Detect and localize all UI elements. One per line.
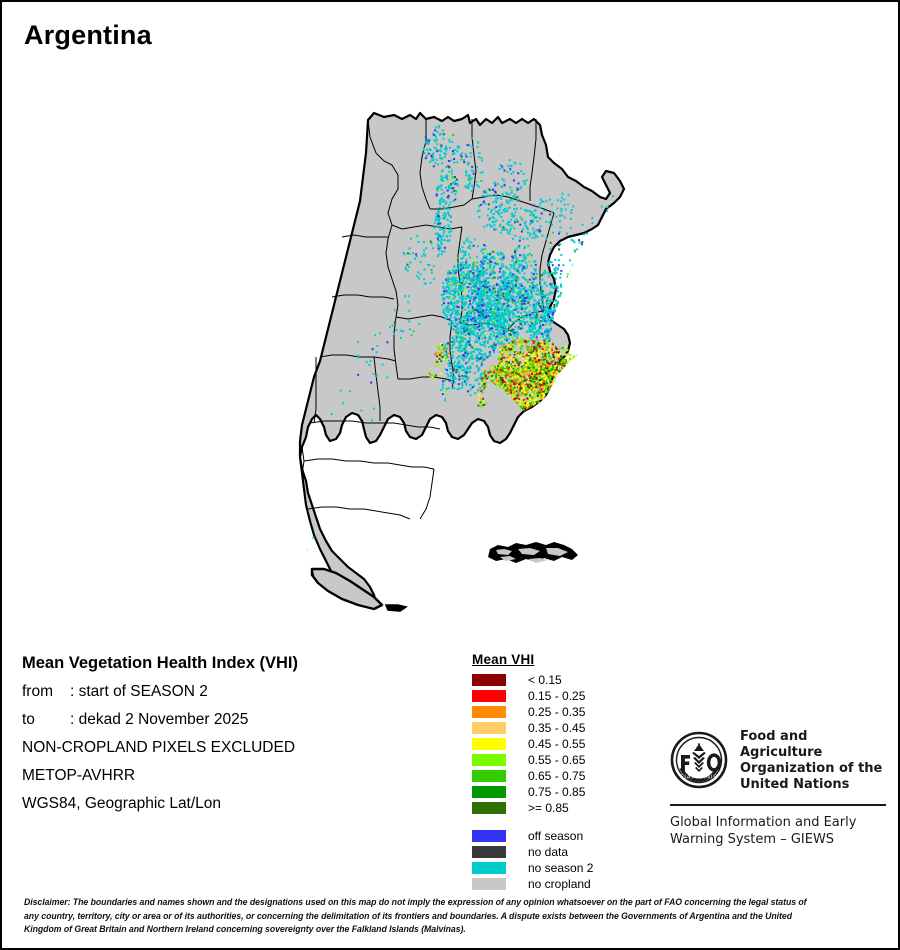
disclaimer-text: Disclaimer: The boundaries and names sho… bbox=[24, 896, 807, 935]
legend-special-label: no data bbox=[528, 845, 569, 859]
legend-class-label: 0.55 - 0.65 bbox=[528, 753, 586, 767]
info-to-key: to bbox=[22, 711, 35, 728]
legend-class-label: 0.75 - 0.85 bbox=[528, 785, 586, 799]
legend-class-swatch bbox=[472, 786, 506, 798]
legend-class-row: < 0.15 bbox=[472, 673, 593, 687]
legend-class-swatch bbox=[472, 754, 506, 766]
fao-branding-block: A FIAT PANIS Food and Agriculture Organi… bbox=[670, 729, 892, 848]
legend-class-label: 0.15 - 0.25 bbox=[528, 689, 586, 703]
legend-special-swatch bbox=[472, 862, 506, 874]
legend-class-row: 0.65 - 0.75 bbox=[472, 769, 593, 783]
giews-line1: Global Information and Early bbox=[670, 815, 857, 830]
fao-name-line2: Organization of the bbox=[740, 761, 883, 776]
legend-class-row: 0.55 - 0.65 bbox=[472, 753, 593, 767]
legend-class-label: 0.45 - 0.55 bbox=[528, 737, 586, 751]
info-sensor: METOP-AVHRR bbox=[22, 767, 136, 784]
legend-class-row: 0.45 - 0.55 bbox=[472, 737, 593, 751]
legend-special-row: no cropland bbox=[472, 877, 593, 891]
legend-class-row: 0.15 - 0.25 bbox=[472, 689, 593, 703]
legend-class-swatch bbox=[472, 722, 506, 734]
page-title: Argentina bbox=[24, 20, 152, 50]
info-from-key: from bbox=[22, 683, 53, 700]
legend-class-swatch bbox=[472, 674, 506, 686]
legend-class-list: < 0.15 0.15 - 0.25 0.25 - 0.35 0.35 - 0.45 0… bbox=[472, 673, 593, 815]
legend-special-swatch bbox=[472, 846, 506, 858]
giews-line2: Warning System – GIEWS bbox=[670, 832, 835, 847]
legend-special-row: no data bbox=[472, 845, 593, 859]
tierra-del-fuego bbox=[310, 567, 408, 612]
info-projection: WGS84, Geographic Lat/Lon bbox=[22, 795, 222, 812]
legend-special-label: no season 2 bbox=[528, 861, 594, 875]
info-from-value: : start of SEASON 2 bbox=[70, 683, 208, 700]
giews-subtitle: Global Information and Early Warning Sys… bbox=[670, 814, 892, 848]
legend-class-row: >= 0.85 bbox=[472, 801, 593, 815]
legend-special-swatch bbox=[472, 830, 506, 842]
map-canvas[interactable] bbox=[2, 57, 898, 642]
legend-class-label: 0.65 - 0.75 bbox=[528, 769, 586, 783]
legend-special-row: off season bbox=[472, 829, 593, 843]
fao-name-line3: United Nations bbox=[740, 777, 850, 792]
info-heading: Mean Vegetation Health Index (VHI) bbox=[22, 654, 298, 672]
info-cropland-note: NON-CROPLAND PIXELS EXCLUDED bbox=[22, 739, 296, 756]
info-to-value: : dekad 2 November 2025 bbox=[70, 711, 249, 728]
falkland-malvinas-islands bbox=[488, 542, 578, 563]
legend-class-swatch bbox=[472, 690, 506, 702]
legend-class-swatch bbox=[472, 770, 506, 782]
map-legend: Mean VHI < 0.15 0.15 - 0.25 0.25 - 0.35 0.3… bbox=[472, 652, 593, 893]
legend-title: Mean VHI bbox=[472, 652, 535, 667]
legend-special-label: off season bbox=[528, 829, 584, 843]
info-from-row: from : start of SEASON 2 bbox=[22, 683, 442, 701]
legend-class-label: 0.35 - 0.45 bbox=[528, 721, 586, 735]
fao-divider bbox=[670, 804, 886, 806]
legend-class-row: 0.25 - 0.35 bbox=[472, 705, 593, 719]
legend-special-row: no season 2 bbox=[472, 861, 593, 875]
fao-organization-name: Food and Agriculture Organization of the… bbox=[740, 729, 892, 793]
legend-class-label: >= 0.85 bbox=[528, 801, 569, 815]
legend-spacer bbox=[472, 817, 593, 829]
legend-class-swatch bbox=[472, 802, 506, 814]
fao-motto-text: FIAT PANIS bbox=[680, 775, 717, 781]
legend-class-label: < 0.15 bbox=[528, 673, 562, 687]
fao-logo-icon: A FIAT PANIS bbox=[670, 731, 728, 794]
legend-class-label: 0.25 - 0.35 bbox=[528, 705, 586, 719]
legend-special-list: off season no data no season 2 no cropland bbox=[472, 829, 593, 891]
legend-class-swatch bbox=[472, 738, 506, 750]
info-to-row: to : dekad 2 November 2025 bbox=[22, 711, 442, 729]
legend-class-swatch bbox=[472, 706, 506, 718]
legend-class-row: 0.35 - 0.45 bbox=[472, 721, 593, 735]
legend-class-row: 0.75 - 0.85 bbox=[472, 785, 593, 799]
map-info-block: Mean Vegetation Health Index (VHI) from:… bbox=[22, 654, 442, 823]
fao-name-line1: Food and Agriculture bbox=[740, 729, 823, 760]
legend-special-swatch bbox=[472, 878, 506, 890]
legend-special-label: no cropland bbox=[528, 877, 591, 891]
